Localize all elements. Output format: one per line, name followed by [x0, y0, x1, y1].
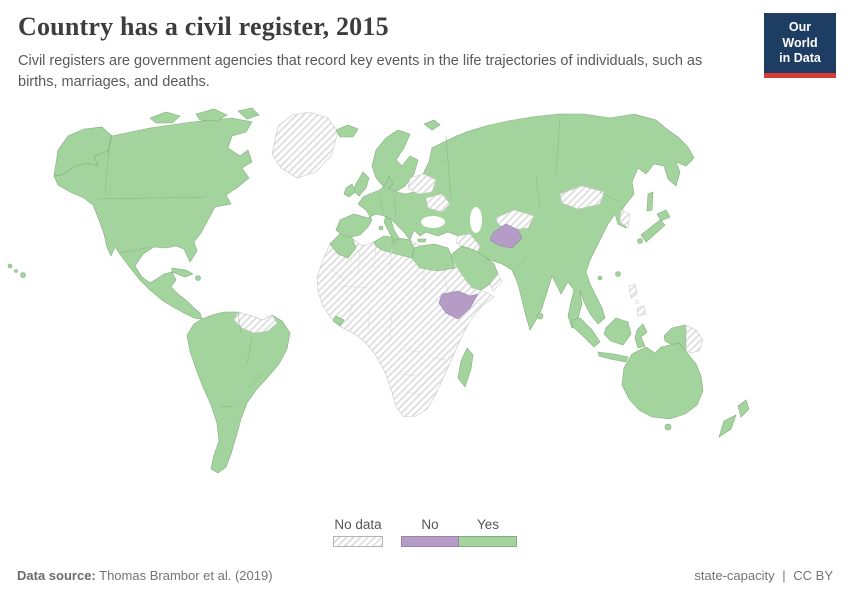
legend-item-yes[interactable]: Yes — [459, 517, 517, 547]
region-svalbard[interactable] — [423, 119, 441, 131]
data-source-label: Data source: — [17, 568, 96, 583]
legend-item-no[interactable]: No — [401, 517, 459, 547]
region-crete[interactable] — [417, 238, 427, 243]
data-source: Data source: Thomas Brambor et al. (2019… — [17, 568, 273, 583]
region-philippines-luzon[interactable] — [628, 283, 638, 299]
legend-swatch-no — [401, 536, 459, 547]
region-egypt[interactable] — [411, 243, 456, 272]
region-new-zealand-south[interactable] — [718, 414, 737, 438]
region-italy[interactable] — [383, 215, 400, 242]
legend-label-yes: Yes — [476, 517, 500, 532]
legend-label-no-data: No data — [334, 517, 382, 532]
world-map — [0, 106, 850, 510]
legend-item-no-data[interactable]: No data — [333, 517, 383, 547]
region-canadian-arctic-island[interactable] — [195, 108, 228, 122]
map-legend: No data No Yes — [0, 517, 850, 547]
footer-note: state-capacity | CC BY — [694, 568, 833, 583]
region-borneo[interactable] — [603, 317, 632, 346]
region-morocco[interactable] — [329, 233, 357, 259]
footer-separator: | — [782, 568, 786, 583]
region-canadian-arctic-island[interactable] — [149, 111, 181, 124]
country-borders-gray — [329, 245, 449, 395]
region-sulawesi[interactable] — [634, 323, 648, 349]
region-new-zealand-north[interactable] — [737, 399, 750, 418]
region-mongolia[interactable] — [559, 185, 605, 210]
region-ireland[interactable] — [343, 183, 356, 198]
region-cuba[interactable] — [171, 267, 194, 278]
region-sri-lanka[interactable] — [536, 312, 544, 320]
region-hawaii[interactable] — [14, 269, 18, 273]
region-hainan[interactable] — [597, 275, 603, 281]
license-link[interactable]: CC BY — [793, 568, 833, 583]
region-philippines-visayas[interactable] — [635, 300, 639, 304]
region-eastern-europe-baltics[interactable] — [407, 173, 437, 195]
data-source-value: Thomas Brambor et al. (2019) — [99, 568, 273, 583]
region-japan-honshu[interactable] — [640, 219, 666, 243]
region-united-kingdom[interactable] — [352, 171, 370, 197]
region-sardinia[interactable] — [378, 225, 384, 231]
chart-subtitle: Civil registers are government agencies … — [18, 53, 703, 90]
region-iceland[interactable] — [335, 124, 359, 138]
region-hawaii[interactable] — [20, 272, 26, 278]
region-oman[interactable] — [489, 273, 503, 292]
region-papua-new-guinea[interactable] — [685, 324, 704, 354]
region-venezuela-guyanas[interactable] — [233, 311, 278, 334]
region-eastern-europe-ukraine[interactable] — [425, 193, 451, 213]
region-sumatra[interactable] — [571, 317, 601, 348]
owid-logo-line2: in Data — [779, 51, 821, 66]
region-sicily[interactable] — [391, 240, 397, 246]
page-title: Country has a civil register, 2015 — [18, 12, 389, 41]
chart-header: Country has a civil register, 2015 Civil… — [18, 12, 750, 92]
legend-bar: No Yes — [401, 517, 517, 547]
region-japan-kyushu[interactable] — [637, 238, 643, 244]
caspian-sea — [470, 207, 482, 233]
legend-label-no: No — [421, 517, 439, 532]
region-liberia[interactable] — [332, 315, 345, 327]
region-ethiopia[interactable] — [438, 290, 479, 320]
legend-swatch-no-data — [333, 536, 383, 547]
owid-logo-line1: Our World — [782, 20, 818, 50]
region-taiwan[interactable] — [615, 271, 621, 277]
country-borders-green — [96, 117, 621, 408]
region-tasmania[interactable] — [664, 423, 672, 431]
region-hawaii[interactable] — [7, 263, 13, 269]
region-madagascar[interactable] — [457, 347, 474, 388]
region-java[interactable] — [597, 351, 629, 363]
region-philippines-mindanao[interactable] — [636, 305, 647, 317]
project-slug: state-capacity — [694, 568, 775, 583]
region-greenland[interactable] — [271, 111, 339, 179]
region-south-america[interactable] — [186, 311, 291, 474]
region-australia[interactable] — [621, 342, 704, 420]
chart-footer: Data source: Thomas Brambor et al. (2019… — [17, 568, 833, 583]
region-japan-hokkaido[interactable] — [656, 209, 671, 222]
region-sakhalin[interactable] — [646, 191, 654, 212]
legend-swatch-yes — [459, 536, 517, 547]
region-afghanistan[interactable] — [489, 223, 523, 249]
owid-logo[interactable]: Our World in Data — [764, 13, 836, 78]
black-sea — [421, 216, 445, 228]
region-canadian-arctic-island[interactable] — [237, 107, 260, 120]
region-hispaniola[interactable] — [195, 275, 201, 281]
region-korea[interactable] — [619, 209, 631, 229]
